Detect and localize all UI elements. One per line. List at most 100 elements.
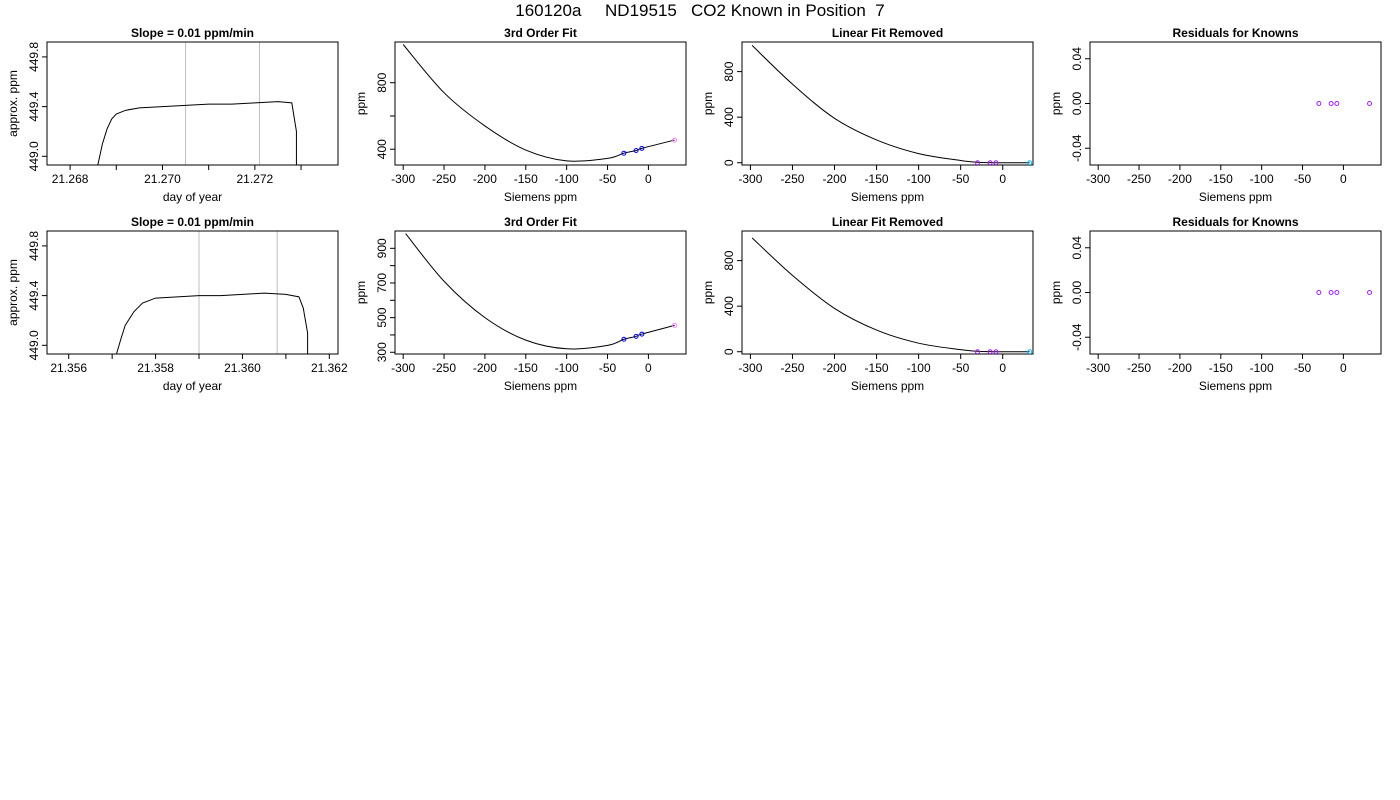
x-tick-label: -50 <box>1294 361 1312 375</box>
plot-data <box>751 45 1033 165</box>
x-tick-label: -150 <box>514 361 538 375</box>
y-tick-label: 0 <box>722 159 736 166</box>
x-tick-label: 0 <box>999 172 1006 186</box>
x-tick-label: -300 <box>738 361 762 375</box>
x-tick-label: -150 <box>514 172 538 186</box>
x-axis-label: Siemens ppm <box>504 190 577 204</box>
y-tick-label: 0 <box>722 348 736 355</box>
data-point <box>639 145 645 151</box>
x-tick-label: -200 <box>822 172 846 186</box>
y-tick-label: 500 <box>375 307 389 327</box>
data-point <box>1367 290 1373 295</box>
x-tick-label: -100 <box>907 172 931 186</box>
plot-data <box>751 237 1033 354</box>
data-point <box>672 322 678 328</box>
y-tick-label: 400 <box>722 107 736 127</box>
x-tick-label: -200 <box>473 361 497 375</box>
y-tick-label: 300 <box>375 342 389 362</box>
y-tick-label: 900 <box>375 238 389 258</box>
plot-data <box>1316 101 1373 106</box>
chart-title: Residuals for Knowns <box>1172 215 1298 229</box>
chart-panel-row1-fit: 3rd Order Fit -300 -250 -200 -150 -100 -50 0 Sie… <box>354 26 687 204</box>
chart-title: Linear Fit Removed <box>832 215 943 229</box>
y-tick-label: 0.04 <box>1070 47 1084 71</box>
y-tick-label: 400 <box>375 139 389 159</box>
plot-frame <box>46 230 339 355</box>
y-tick-label: 449.8 <box>27 42 41 72</box>
x-tick-label: -50 <box>1294 172 1312 186</box>
x-tick-label: -50 <box>599 361 617 375</box>
x-tick-label: -250 <box>1127 361 1151 375</box>
chart-panel-row1-residuals: Residuals for Knowns -300 -250 -200 -150 -100… <box>1049 26 1382 204</box>
chart-title: 3rd Order Fit <box>504 26 577 40</box>
chart-panel-row2-timeseries: Slope = 0.01 ppm/min 21.356 21.358 21.360 21… <box>6 215 348 393</box>
chart-panel-row2-fit: 3rd Order Fit -300 -250 -200 -150 -100 -50 0 Sie… <box>354 215 687 393</box>
x-axis-label: Siemens ppm <box>851 379 924 393</box>
x-tick-label: -100 <box>1250 172 1274 186</box>
x-tick-label: 0 <box>645 361 652 375</box>
y-axis-label: ppm <box>1049 92 1063 115</box>
data-point <box>993 160 999 165</box>
x-tick-label: -250 <box>432 172 456 186</box>
data-point <box>1334 290 1340 295</box>
x-tick-label: -150 <box>865 172 889 186</box>
y-axis-label: ppm <box>701 281 715 304</box>
plot-data <box>402 44 678 162</box>
x-tick-label: -300 <box>738 172 762 186</box>
x-tick-label: -150 <box>1209 361 1233 375</box>
data-point <box>993 349 999 354</box>
x-tick-label: 21.362 <box>311 361 348 375</box>
data-point <box>633 148 639 154</box>
data-point <box>974 160 980 165</box>
y-axis-label: ppm <box>354 281 368 304</box>
x-tick-label: -250 <box>780 361 804 375</box>
y-tick-label: 700 <box>375 273 389 293</box>
x-tick-label: -250 <box>1127 172 1151 186</box>
x-axis-label: Siemens ppm <box>1199 190 1272 204</box>
data-point <box>1334 101 1340 106</box>
y-tick-label: 800 <box>722 61 736 81</box>
x-tick-label: -200 <box>1168 361 1192 375</box>
x-tick-label: -250 <box>780 172 804 186</box>
x-tick-label: -100 <box>555 361 579 375</box>
page-title: 160120a ND19515 CO2 Known in Position 7 <box>515 1 885 20</box>
data-point <box>1027 160 1033 165</box>
y-axis-label: ppm <box>354 92 368 115</box>
x-tick-label: 21.270 <box>144 172 181 186</box>
x-axis-label: day of year <box>163 379 222 393</box>
chart-title: 3rd Order Fit <box>504 215 577 229</box>
x-tick-label: -100 <box>907 361 931 375</box>
data-point <box>639 331 645 337</box>
x-tick-label: 21.356 <box>50 361 87 375</box>
data-point <box>1027 349 1033 354</box>
data-point <box>633 333 639 339</box>
data-point <box>1316 101 1322 106</box>
x-tick-label: 0 <box>1340 361 1347 375</box>
x-tick-label: 21.272 <box>237 172 274 186</box>
plot-data <box>97 101 297 165</box>
y-axis-label: ppm <box>1049 281 1063 304</box>
x-tick-label: -100 <box>1250 361 1274 375</box>
x-tick-label: -300 <box>1086 172 1110 186</box>
chart-panel-row2-linear-removed: Linear Fit Removed -300 -250 -200 -150 -100 -5… <box>701 215 1034 393</box>
data-point <box>1367 101 1373 106</box>
chart-title: Linear Fit Removed <box>832 26 943 40</box>
chart-title: Slope = 0.01 ppm/min <box>131 26 254 40</box>
plot-frame <box>1089 230 1382 355</box>
y-tick-label: 449.4 <box>27 280 41 310</box>
x-tick-label: -150 <box>865 361 889 375</box>
y-tick-label: 449.0 <box>27 330 41 360</box>
x-tick-label: -300 <box>1086 361 1110 375</box>
x-tick-label: -50 <box>599 172 617 186</box>
x-tick-label: 21.358 <box>137 361 174 375</box>
x-tick-label: 21.268 <box>52 172 89 186</box>
fit-curve <box>402 44 675 162</box>
data-point <box>974 349 980 354</box>
y-tick-label: 449.0 <box>27 141 41 171</box>
x-tick-label: -300 <box>391 172 415 186</box>
plot-data <box>405 233 678 350</box>
plot-frame <box>741 41 1034 166</box>
x-tick-label: -250 <box>432 361 456 375</box>
x-axis-label: Siemens ppm <box>504 379 577 393</box>
